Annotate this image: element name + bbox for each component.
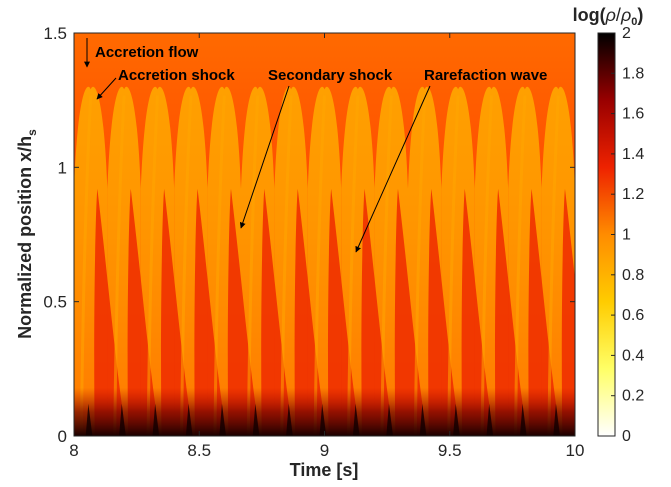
- annotation-arrow-accretion-shock: [96, 77, 117, 100]
- dense-spike: [252, 403, 260, 436]
- dense-spike: [519, 403, 527, 436]
- dense-spike: [453, 403, 460, 436]
- y-tick-label: 1.5: [43, 24, 67, 43]
- x-tick-label: 9.5: [438, 441, 462, 460]
- y-axis-title: Normalized position x/hs: [15, 129, 39, 339]
- shock-front-band: [413, 95, 427, 436]
- colorbar-title-prefix: log(: [573, 5, 606, 25]
- shock-front-band: [380, 95, 393, 436]
- annotation-arrow-rarefaction-wave: [355, 85, 431, 253]
- dense-spike: [319, 403, 327, 436]
- y-tick-label: 1: [58, 158, 67, 177]
- colorbar-tick-label: 1.8: [622, 65, 644, 82]
- secondary-shock-wedge: [528, 188, 561, 436]
- dense-spike: [185, 403, 193, 436]
- annotation-secondary-shock: Secondary shock: [268, 67, 393, 84]
- secondary-shock-wedge: [495, 188, 528, 436]
- secondary-shock-wedge: [261, 188, 294, 436]
- secondary-shock-wedge: [461, 188, 494, 436]
- y-axis-title-subscript: s: [25, 129, 39, 136]
- colorbar-tick-label: 0: [622, 428, 631, 445]
- shock-front-band: [146, 95, 159, 436]
- secondary-shock-wedge: [227, 188, 261, 436]
- annotations: Accretion flow Accretion shock Secondary…: [84, 38, 547, 253]
- colorbar-tick-label: 1.6: [622, 106, 644, 123]
- x-tick-label: 8: [69, 441, 78, 460]
- colorbar-tick-label: 1.4: [622, 146, 644, 163]
- colorbar-tick-label: 0.4: [622, 347, 644, 364]
- dense-spike: [419, 403, 427, 436]
- colorbar: 00.20.40.60.811.21.41.61.82 log(ρ/ρ0): [573, 5, 645, 445]
- colorbar-title-slash: /: [616, 5, 621, 25]
- y-tick-label: 0.5: [43, 293, 67, 312]
- shock-front-band: [246, 95, 260, 436]
- shock-front-band: [480, 95, 493, 436]
- secondary-shock-wedge: [428, 188, 461, 436]
- colorbar-tick-label: 0.2: [622, 388, 644, 405]
- colorbar-tick-label: 1.2: [622, 186, 644, 203]
- dense-spike: [85, 403, 93, 436]
- colorbar-scale: [598, 33, 615, 436]
- secondary-shock-wedge: [561, 188, 575, 436]
- shock-front-band: [79, 95, 93, 436]
- colorbar-title-rho0: ρ: [620, 5, 631, 25]
- colorbar-title: log(ρ/ρ0): [573, 5, 644, 28]
- dense-spike: [553, 403, 560, 436]
- secondary-shock-wedge: [328, 188, 361, 436]
- dense-spike: [352, 403, 360, 436]
- dense-spike: [219, 403, 226, 436]
- secondary-shock-wedge: [161, 188, 194, 436]
- x-axis-ticks: 8 8.5 9 9.5 10: [69, 33, 584, 460]
- y-tick-label: 0: [58, 427, 67, 446]
- dense-spike: [286, 403, 293, 436]
- dense-spike: [152, 403, 160, 436]
- shock-front-band: [213, 95, 226, 436]
- shock-front-band: [447, 95, 460, 436]
- annotation-accretion-flow: Accretion flow: [95, 44, 199, 61]
- x-tick-label: 9: [320, 441, 329, 460]
- shock-front-band: [347, 95, 360, 436]
- secondary-shock-wedge: [361, 188, 394, 436]
- colorbar-title-suffix: ): [637, 5, 643, 25]
- dense-spike: [386, 403, 393, 436]
- colorbar-tick-label: 2: [622, 25, 631, 42]
- dense-spike: [119, 403, 126, 436]
- shock-front-band: [547, 95, 560, 436]
- secondary-shock-wedge: [294, 188, 327, 436]
- annotation-arrow-secondary-shock: [239, 85, 290, 229]
- density-map: [74, 86, 575, 436]
- y-axis-ticks: 0 0.5 1 1.5: [43, 24, 575, 446]
- shock-front-band: [514, 95, 527, 436]
- x-axis-title: Time [s]: [290, 460, 359, 480]
- shock-front-band: [313, 95, 326, 436]
- colorbar-tick-label: 0.8: [622, 267, 644, 284]
- secondary-shock-wedge: [127, 188, 160, 436]
- shock-front-band: [280, 95, 293, 436]
- colorbar-tick-label: 0.6: [622, 307, 644, 324]
- y-axis-title-main: Normalized position x/h: [15, 136, 35, 339]
- colorbar-title-rho: ρ: [605, 5, 616, 25]
- annotation-accretion-shock: Accretion shock: [118, 67, 235, 84]
- x-tick-label: 10: [566, 441, 585, 460]
- colorbar-title-rho0-sub: 0: [631, 16, 637, 28]
- secondary-shock-wedge: [194, 188, 227, 436]
- colorbar-ticks: 0 0.2 0.4 0.6 0.8 1 1.2 1.4 1.6 1.8 2: [611, 25, 644, 445]
- shock-front-band: [113, 95, 126, 436]
- shock-front-band: [180, 95, 193, 436]
- x-tick-label: 8.5: [187, 441, 211, 460]
- secondary-shock-wedge: [394, 188, 428, 436]
- dense-spike: [486, 403, 494, 436]
- annotation-rarefaction-wave: Rarefaction wave: [424, 67, 547, 84]
- colorbar-tick-label: 1: [622, 227, 631, 244]
- secondary-shock-wedge: [94, 188, 127, 436]
